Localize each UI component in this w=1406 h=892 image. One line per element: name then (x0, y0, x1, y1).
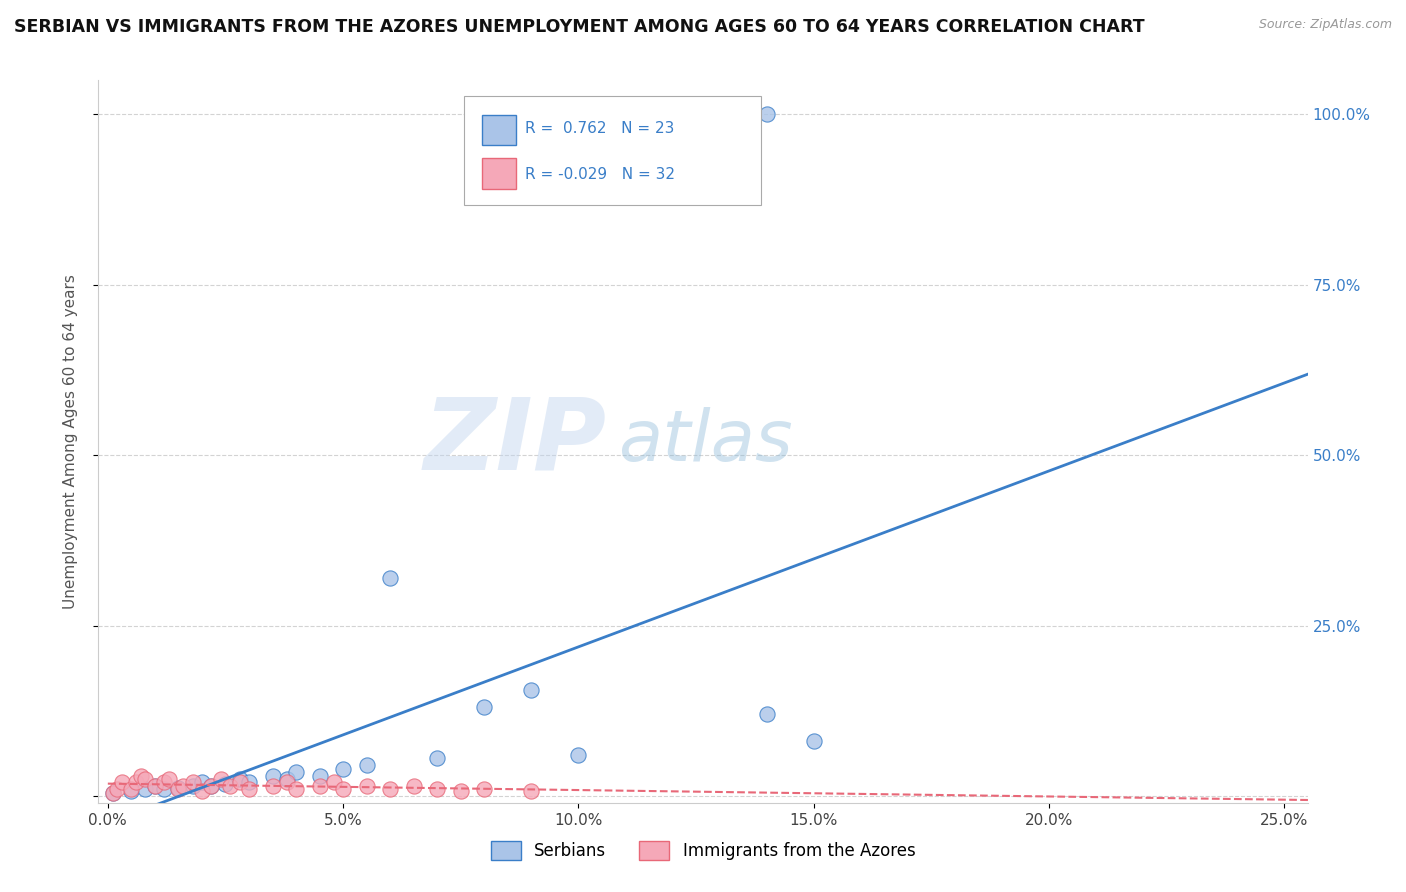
Y-axis label: Unemployment Among Ages 60 to 64 years: Unemployment Among Ages 60 to 64 years (63, 274, 77, 609)
Text: R =  0.762   N = 23: R = 0.762 N = 23 (526, 121, 675, 136)
Point (134, 772, 156, 786)
Point (402, 779, 425, 793)
Point (191, 783, 214, 797)
FancyBboxPatch shape (482, 115, 516, 145)
Point (378, 571, 401, 585)
Point (285, 782, 308, 797)
Point (172, 779, 194, 793)
Point (101, 786, 124, 800)
Point (520, 783, 543, 797)
Point (120, 782, 142, 797)
Point (143, 779, 166, 793)
Point (209, 772, 232, 786)
Point (125, 775, 148, 789)
Point (181, 775, 204, 789)
FancyBboxPatch shape (464, 96, 761, 205)
Text: SERBIAN VS IMMIGRANTS FROM THE AZORES UNEMPLOYMENT AMONG AGES 60 TO 64 YEARS COR: SERBIAN VS IMMIGRANTS FROM THE AZORES UN… (14, 18, 1144, 36)
Point (143, 779, 166, 793)
Point (567, 748, 589, 763)
Point (238, 775, 260, 789)
Point (356, 758, 378, 772)
Point (520, 683, 543, 698)
Point (105, 782, 128, 797)
Point (134, 782, 156, 797)
Point (308, 779, 330, 793)
Point (356, 779, 378, 793)
FancyBboxPatch shape (482, 158, 516, 189)
Point (200, 779, 222, 793)
Legend: Serbians, Immigrants from the Azores: Serbians, Immigrants from the Azores (484, 835, 922, 867)
Point (755, 707, 778, 722)
Point (472, 700, 495, 714)
Point (228, 775, 250, 789)
Point (332, 782, 354, 797)
Point (472, 782, 495, 797)
Point (755, 107, 778, 121)
Point (276, 772, 298, 786)
Point (322, 775, 344, 789)
Point (308, 768, 330, 782)
Point (129, 768, 152, 782)
Point (157, 772, 180, 786)
Point (153, 775, 176, 789)
Point (262, 768, 284, 782)
Point (167, 780, 190, 795)
Point (214, 777, 236, 791)
Point (262, 779, 284, 793)
Point (332, 762, 354, 776)
Point (153, 782, 176, 797)
Point (101, 786, 124, 800)
Text: ZIP: ZIP (423, 393, 606, 490)
Point (181, 779, 204, 793)
Text: atlas: atlas (619, 407, 793, 476)
Point (378, 782, 401, 797)
Point (238, 782, 260, 797)
Point (803, 734, 825, 748)
Point (276, 775, 298, 789)
Point (111, 775, 134, 789)
Point (120, 783, 142, 797)
Point (426, 782, 449, 797)
Point (450, 783, 472, 797)
Point (200, 779, 222, 793)
Point (285, 765, 308, 780)
Point (167, 782, 190, 797)
Text: R = -0.029   N = 32: R = -0.029 N = 32 (526, 167, 675, 182)
Text: Source: ZipAtlas.com: Source: ZipAtlas.com (1258, 18, 1392, 31)
Point (191, 775, 214, 789)
Point (219, 779, 242, 793)
Point (426, 751, 449, 765)
Point (228, 772, 250, 786)
